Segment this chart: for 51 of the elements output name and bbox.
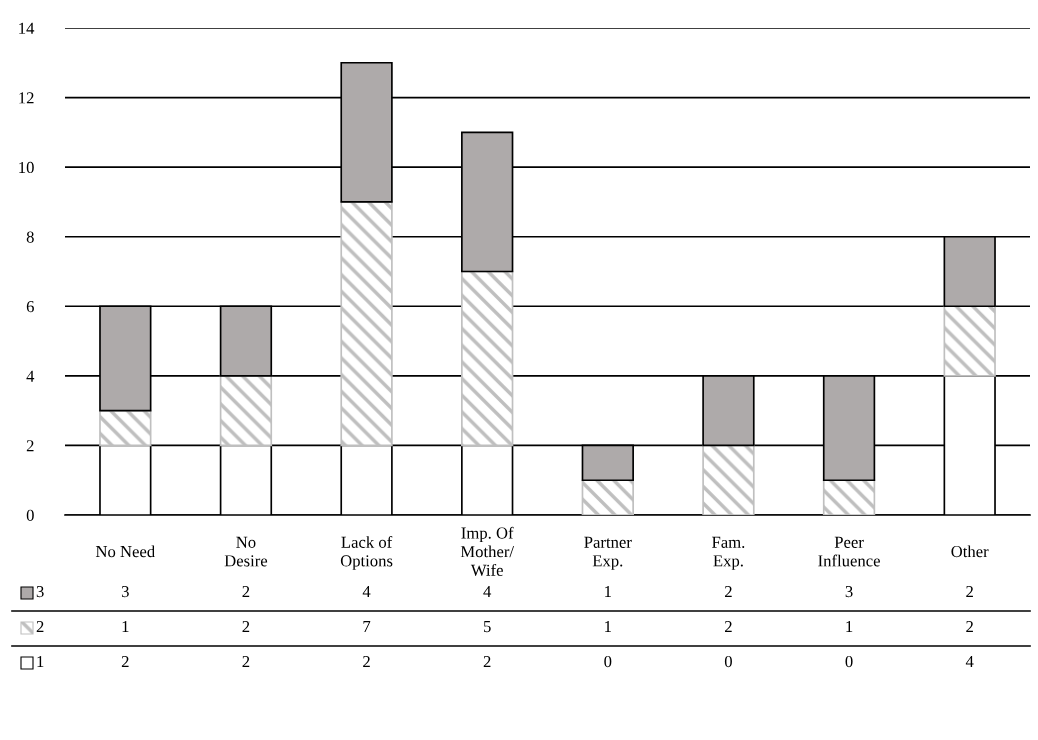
y-tick-label: 4 (26, 370, 35, 382)
legend-label: 1 (37, 656, 44, 668)
x-tick-label: Fam. Exp. (712, 536, 745, 570)
data-label: 1 (605, 621, 611, 633)
bar (219, 375, 273, 447)
data-label: 2 (966, 585, 973, 598)
data-label: 2 (483, 655, 491, 668)
y-tick-label: 12 (19, 92, 34, 104)
data-label: 2 (121, 655, 129, 668)
data-label: 4 (483, 586, 492, 598)
x-tick-label: Partner Exp. (584, 536, 632, 570)
bar (581, 479, 634, 515)
x-tick-label: Other (951, 545, 989, 558)
bar (943, 305, 996, 377)
data-label: 0 (604, 655, 612, 668)
data-label: 3 (845, 585, 853, 598)
y-tick-label: 6 (26, 301, 34, 313)
bar (99, 409, 152, 447)
y-tick-label: 14 (19, 22, 35, 34)
data-label: 5 (483, 621, 491, 633)
data-label: 0 (845, 655, 853, 668)
bar (702, 444, 755, 515)
bar (822, 479, 876, 515)
data-label: 4 (362, 586, 371, 598)
data-label: 2 (242, 585, 250, 598)
x-tick-label: Lack of Options (340, 535, 393, 570)
y-tick-label: 0 (26, 509, 34, 521)
bar (340, 201, 393, 447)
data-label: 2 (242, 620, 250, 633)
x-tick-label: Peer Influence (818, 536, 880, 567)
data-label: 7 (363, 621, 371, 633)
data-label: 1 (122, 621, 129, 633)
bar (461, 270, 514, 447)
data-label: 1 (605, 586, 611, 598)
data-label: 0 (724, 655, 732, 668)
legend-label: 3 (36, 585, 44, 598)
data-label: 4 (965, 656, 974, 668)
data-label: 2 (725, 585, 732, 598)
data-label: 2 (725, 620, 732, 633)
data-label: 2 (966, 620, 973, 633)
legend-label: 2 (36, 620, 44, 633)
y-tick-label: 10 (19, 161, 34, 174)
x-tick-label: No Desire (224, 536, 268, 567)
data-label: 1 (846, 621, 853, 633)
data-label: 2 (363, 655, 370, 668)
data-label: 3 (121, 585, 129, 598)
data-label: 2 (242, 655, 250, 668)
y-tick-label: 2 (26, 440, 34, 452)
x-tick-label: Imp. Of Mother/ Wife (460, 526, 515, 576)
y-tick-label: 8 (26, 231, 34, 243)
x-tick-label: No Need (95, 545, 155, 558)
